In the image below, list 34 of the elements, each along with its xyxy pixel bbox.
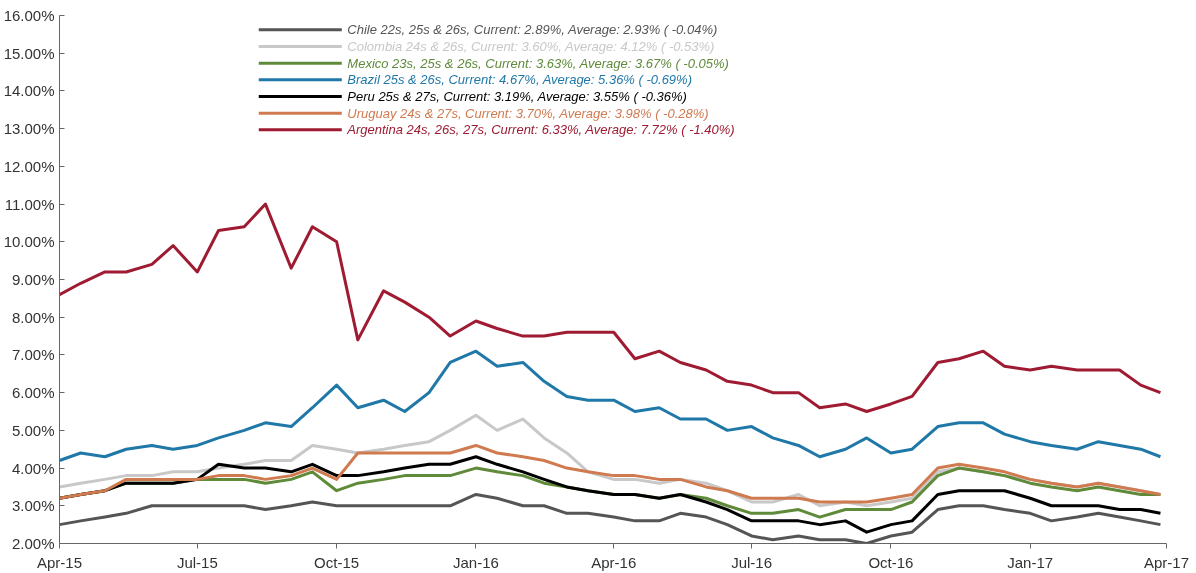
x-tick-label: Jan-17 [1007,553,1054,571]
y-tick-label: 4.00% [11,459,55,477]
line-series [59,443,1162,504]
y-tick-label: 10.00% [3,233,55,251]
y-tick-label: 2.00% [11,535,55,552]
x-tick-label: Oct-15 [314,553,360,571]
x-tick-label: Jul-15 [176,553,218,571]
line-series [59,349,1162,463]
text: Mexico 23s, 25s & 26s, Current: 3.63%, Average: 3.67% ( -0.05%) [347,55,729,71]
x-tick-label: Apr-17 [1143,553,1190,571]
y-tick-label: 5.00% [11,421,55,439]
text: Chile 22s, 25s & 26s, Current: 2.89%, Average: 2.93% ( -0.04%) [347,22,718,38]
y-tick-label: 16.00% [3,7,55,24]
y-tick-label: 14.00% [3,82,55,100]
y-tick-label: 3.00% [11,497,55,515]
y-tick-label: 15.00% [3,44,55,62]
line-series [59,492,1162,544]
x-tick-label: Apr-16 [591,553,637,571]
text: Argentina 24s, 26s, 27s, Current: 6.33%, Average: 7.72% ( -1.40%) [346,122,735,138]
line-series [59,202,1162,413]
y-tick-label: 13.00% [3,120,55,138]
text: Peru 25s & 27s, Current: 3.19%, Average: 3.55% ( -0.36%) [347,89,687,104]
y-tick-label: 8.00% [11,308,55,326]
x-tick-label: Oct-16 [868,553,914,571]
x-tick-label: Jan-16 [453,553,499,571]
y-tick-label: 11.00% [4,195,55,213]
text: Brazil 25s & 26s, Current: 4.67%, Average: 5.36% ( -0.69%) [347,72,692,88]
x-tick-label: Jul-16 [731,553,772,571]
y-tick-label: 9.00% [11,271,55,288]
text: Uruguay 24s & 27s, Current: 3.70%, Average: 3.98% ( -0.28%) [347,105,709,121]
x-tick-label: Apr-15 [36,553,83,571]
y-tick-label: 6.00% [11,384,55,402]
y-tick-label: 7.00% [11,346,55,364]
y-tick-label: 12.00% [3,157,55,175]
